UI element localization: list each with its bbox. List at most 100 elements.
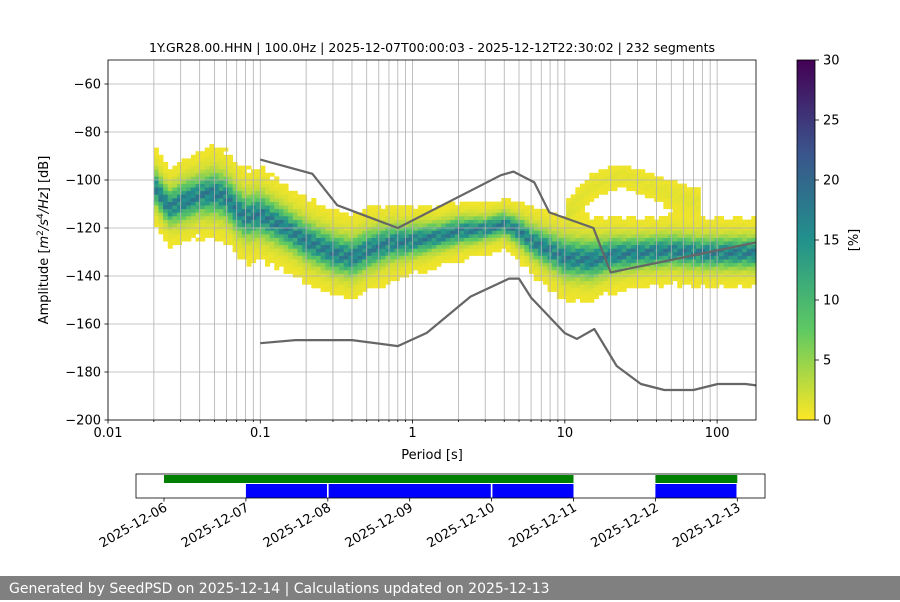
psd-cell bbox=[200, 201, 206, 206]
psd-cell bbox=[570, 291, 576, 296]
psd-cell bbox=[306, 226, 312, 231]
psd-cell bbox=[167, 226, 173, 231]
psd-cell bbox=[204, 183, 210, 188]
psd-cell bbox=[274, 252, 280, 256]
psd-cell bbox=[737, 216, 743, 220]
psd-cell bbox=[436, 244, 442, 249]
psd-cell bbox=[635, 190, 641, 195]
psd-cell bbox=[311, 201, 317, 206]
psd-cell bbox=[635, 234, 641, 238]
psd-cell bbox=[515, 212, 521, 217]
psd-cell bbox=[533, 266, 539, 271]
psd-cell bbox=[385, 277, 391, 282]
psd-cell bbox=[505, 248, 511, 253]
psd-cell bbox=[214, 230, 220, 235]
psd-cell bbox=[677, 284, 683, 289]
psd-cell bbox=[566, 212, 572, 217]
psd-cell bbox=[663, 230, 669, 235]
psd-cell bbox=[329, 255, 335, 260]
psd-cell bbox=[570, 212, 576, 217]
psd-cell bbox=[399, 205, 405, 210]
psd-cell bbox=[431, 208, 437, 213]
psd-cell bbox=[380, 273, 386, 278]
psd-cell bbox=[705, 273, 711, 278]
psd-cell bbox=[186, 162, 192, 166]
psd-cell bbox=[339, 216, 345, 220]
psd-cell bbox=[343, 266, 349, 271]
psd-cell bbox=[223, 208, 229, 213]
psd-cell bbox=[172, 230, 178, 235]
psd-cell bbox=[515, 223, 521, 228]
psd-cell bbox=[200, 162, 206, 166]
psd-cell bbox=[380, 234, 386, 238]
psd-cell bbox=[640, 277, 646, 282]
psd-cell bbox=[274, 223, 280, 228]
y-axis-label: Amplitude [m2/s4/Hz] [dB] bbox=[36, 156, 52, 325]
psd-cell bbox=[190, 219, 196, 224]
psd-cell bbox=[214, 198, 220, 202]
psd-cell bbox=[320, 230, 326, 235]
psd-cell bbox=[677, 280, 683, 285]
psd-cell bbox=[274, 180, 280, 184]
psd-cell bbox=[260, 194, 266, 199]
psd-cell bbox=[705, 241, 711, 246]
psd-cell bbox=[283, 208, 289, 213]
psd-cell bbox=[630, 277, 636, 282]
psd-cell bbox=[246, 194, 252, 199]
psd-cell bbox=[195, 154, 201, 159]
psd-cell bbox=[320, 255, 326, 260]
psd-cell bbox=[357, 241, 363, 246]
psd-cell bbox=[589, 234, 595, 238]
psd-cell bbox=[311, 284, 317, 289]
psd-cell bbox=[241, 230, 247, 235]
psd-cell bbox=[464, 237, 470, 242]
psd-cell bbox=[357, 291, 363, 296]
psd-cell bbox=[459, 244, 465, 249]
psd-cell bbox=[380, 280, 386, 285]
psd-cell bbox=[589, 172, 595, 177]
psd-cell bbox=[329, 262, 335, 267]
psd-cell bbox=[278, 205, 284, 210]
psd-cell bbox=[417, 255, 423, 260]
psd-cell bbox=[649, 226, 655, 231]
psd-cell bbox=[320, 234, 326, 238]
psd-cell bbox=[672, 223, 678, 228]
psd-cell bbox=[394, 237, 400, 242]
psd-cell bbox=[329, 280, 335, 285]
psd-cell bbox=[552, 277, 558, 282]
psd-cell bbox=[441, 241, 447, 246]
psd-cell bbox=[311, 219, 317, 224]
psd-cell bbox=[524, 212, 530, 217]
psd-cell bbox=[260, 190, 266, 195]
psd-cell bbox=[227, 194, 233, 199]
psd-cell bbox=[617, 288, 623, 292]
psd-cell bbox=[677, 273, 683, 278]
psd-cell bbox=[311, 262, 317, 267]
psd-cell bbox=[593, 244, 599, 249]
psd-cell bbox=[695, 248, 701, 253]
psd-cell bbox=[746, 244, 752, 249]
psd-cell bbox=[246, 230, 252, 235]
psd-cell bbox=[292, 266, 298, 271]
psd-cell bbox=[450, 248, 456, 253]
psd-cell bbox=[278, 234, 284, 238]
psd-cell bbox=[278, 252, 284, 256]
psd-cell bbox=[390, 226, 396, 231]
psd-cell bbox=[441, 244, 447, 249]
psd-cell bbox=[186, 176, 192, 181]
psd-cell bbox=[640, 187, 646, 192]
psd-cell bbox=[667, 223, 674, 228]
psd-cell bbox=[751, 280, 757, 285]
psd-cell bbox=[621, 230, 627, 235]
psd-cell bbox=[589, 241, 595, 246]
psd-cell bbox=[417, 259, 423, 264]
psd-cell bbox=[153, 169, 159, 174]
psd-cell bbox=[302, 198, 308, 202]
psd-cell bbox=[584, 273, 590, 278]
psd-cell bbox=[566, 266, 572, 271]
psd-cell bbox=[635, 237, 641, 242]
psd-cell bbox=[390, 208, 396, 213]
psd-cell bbox=[265, 180, 271, 184]
psd-cell bbox=[422, 252, 428, 256]
psd-cell bbox=[630, 180, 636, 184]
